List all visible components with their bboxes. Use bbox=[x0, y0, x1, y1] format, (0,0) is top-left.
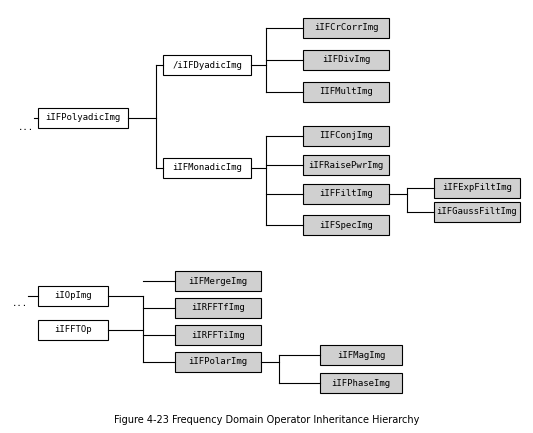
FancyBboxPatch shape bbox=[303, 184, 389, 204]
Text: ...: ... bbox=[18, 123, 34, 132]
FancyBboxPatch shape bbox=[303, 215, 389, 235]
FancyBboxPatch shape bbox=[163, 158, 251, 178]
Text: iIFMonadicImg: iIFMonadicImg bbox=[172, 164, 242, 172]
Text: iIOpImg: iIOpImg bbox=[54, 291, 92, 301]
Text: iIFMergeImg: iIFMergeImg bbox=[189, 277, 247, 285]
Text: iIFRaisePwrImg: iIFRaisePwrImg bbox=[309, 161, 384, 169]
FancyBboxPatch shape bbox=[175, 325, 261, 345]
FancyBboxPatch shape bbox=[320, 345, 402, 365]
FancyBboxPatch shape bbox=[303, 50, 389, 70]
Text: iIFPhaseImg: iIFPhaseImg bbox=[332, 378, 391, 388]
Text: iIRFFTiImg: iIRFFTiImg bbox=[191, 330, 245, 339]
Text: /iIFDyadicImg: /iIFDyadicImg bbox=[172, 61, 242, 70]
FancyBboxPatch shape bbox=[175, 271, 261, 291]
FancyBboxPatch shape bbox=[434, 178, 520, 198]
Text: IIFConjImg: IIFConjImg bbox=[319, 132, 373, 140]
Text: IIFMultImg: IIFMultImg bbox=[319, 87, 373, 97]
FancyBboxPatch shape bbox=[38, 320, 108, 340]
FancyBboxPatch shape bbox=[303, 126, 389, 146]
FancyBboxPatch shape bbox=[175, 352, 261, 372]
FancyBboxPatch shape bbox=[163, 55, 251, 75]
Text: ...: ... bbox=[12, 298, 28, 307]
FancyBboxPatch shape bbox=[303, 18, 389, 38]
Text: iIFMagImg: iIFMagImg bbox=[337, 350, 385, 359]
FancyBboxPatch shape bbox=[38, 286, 108, 306]
Text: iIFFTOp: iIFFTOp bbox=[54, 326, 92, 335]
Text: iIFExpFiltImg: iIFExpFiltImg bbox=[442, 184, 512, 193]
Text: iIFPolarImg: iIFPolarImg bbox=[189, 358, 247, 366]
Text: Figure 4-23 Frequency Domain Operator Inheritance Hierarchy: Figure 4-23 Frequency Domain Operator In… bbox=[114, 415, 419, 425]
Text: iIFSpecImg: iIFSpecImg bbox=[319, 220, 373, 229]
Text: iIFFiltImg: iIFFiltImg bbox=[319, 190, 373, 198]
Text: iIFCrCorrImg: iIFCrCorrImg bbox=[314, 23, 378, 32]
FancyBboxPatch shape bbox=[303, 82, 389, 102]
FancyBboxPatch shape bbox=[434, 202, 520, 222]
FancyBboxPatch shape bbox=[175, 298, 261, 318]
Text: iIRFFTfImg: iIRFFTfImg bbox=[191, 304, 245, 313]
Text: iIFGaussFiltImg: iIFGaussFiltImg bbox=[437, 207, 518, 216]
FancyBboxPatch shape bbox=[38, 108, 128, 128]
FancyBboxPatch shape bbox=[303, 155, 389, 175]
Text: iIFDivImg: iIFDivImg bbox=[322, 55, 370, 65]
FancyBboxPatch shape bbox=[320, 373, 402, 393]
Text: iIFPolyadicImg: iIFPolyadicImg bbox=[45, 113, 120, 123]
